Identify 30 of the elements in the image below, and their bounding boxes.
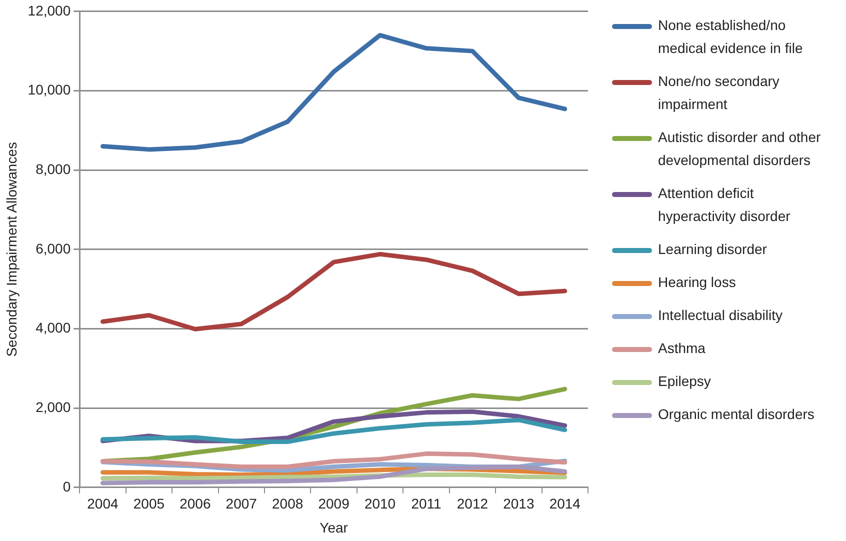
y-tick-label: 2,000 bbox=[36, 398, 71, 415]
x-tick-label: 2011 bbox=[411, 496, 442, 512]
y-tick-label: 12,000 bbox=[28, 2, 71, 18]
legend-label: Attention deficit hyperactivity disorder bbox=[658, 184, 792, 226]
x-tick-label: 2004 bbox=[87, 496, 119, 512]
y-tick-label: 8,000 bbox=[36, 160, 71, 177]
y-axis-title: Secondary Impairment Allowances bbox=[3, 142, 20, 357]
y-tick-label: 0 bbox=[62, 478, 71, 494]
legend-label: Autistic disorder and other developmental disorders bbox=[658, 128, 822, 170]
x-axis-title: Year bbox=[320, 519, 348, 536]
legend-label: Learning disorder bbox=[658, 240, 767, 259]
legend-label: Asthma bbox=[658, 339, 706, 358]
legend-label: Intellectual disability bbox=[658, 306, 783, 325]
legend-label: Organic mental disorders bbox=[658, 405, 814, 424]
y-tick-label: 6,000 bbox=[36, 240, 71, 256]
legend-label: Epilepsy bbox=[658, 372, 711, 391]
y-tick-label: 10,000 bbox=[28, 82, 71, 98]
x-tick-label: 2012 bbox=[456, 496, 488, 512]
legend-label: None established/no medical evidence in file bbox=[658, 16, 804, 58]
y-tick-label: 4,000 bbox=[36, 320, 71, 336]
x-tick-label: 2005 bbox=[133, 496, 165, 512]
x-tick-label: 2008 bbox=[272, 496, 304, 512]
x-tick-label: 2009 bbox=[318, 496, 350, 512]
legend-label: None/no secondary impairment bbox=[658, 72, 780, 114]
x-tick-label: 2010 bbox=[364, 496, 396, 512]
x-tick-label: 2013 bbox=[503, 496, 534, 512]
x-tick-label: 2006 bbox=[180, 496, 211, 512]
x-tick-label: 2014 bbox=[549, 496, 581, 512]
x-tick-label: 2007 bbox=[226, 496, 258, 512]
legend-label: Hearing loss bbox=[658, 273, 736, 292]
